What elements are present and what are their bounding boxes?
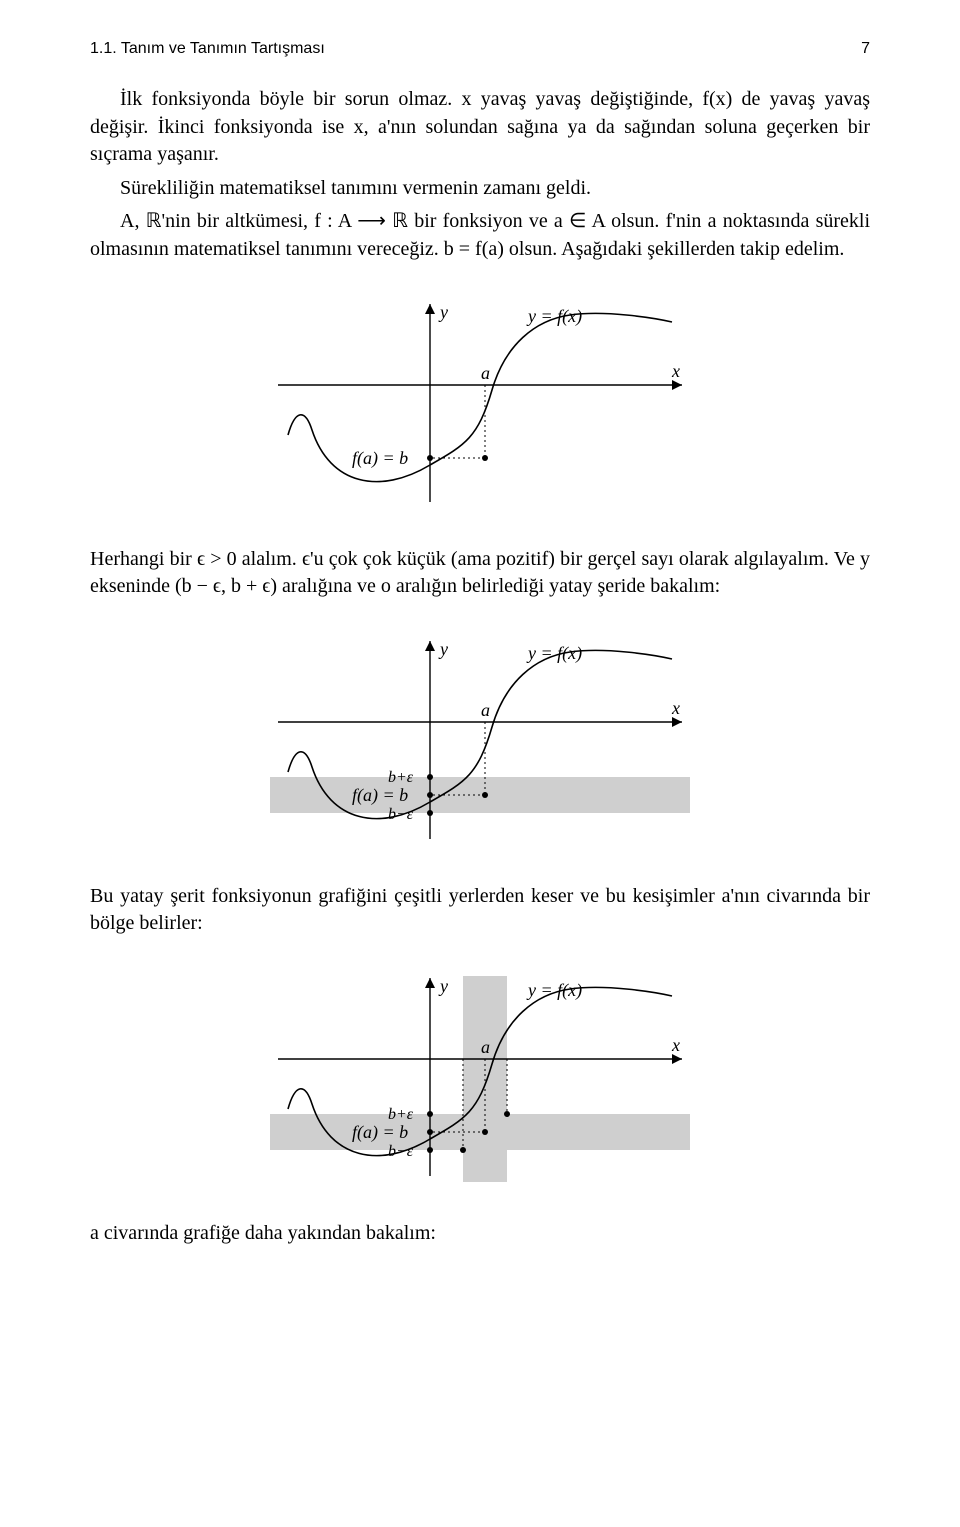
svg-text:y = f(x): y = f(x) (526, 306, 582, 327)
svg-text:y: y (438, 302, 448, 322)
paragraph-3: A, ℝ'nin bir altkümesi, f : A ⟶ ℝ bir fo… (90, 208, 870, 263)
svg-text:x: x (671, 1035, 680, 1055)
svg-text:x: x (671, 361, 680, 381)
svg-text:a: a (481, 363, 490, 383)
paragraph-6: a civarında grafiğe daha yakından bakalı… (90, 1220, 870, 1248)
svg-text:b−ε: b−ε (388, 1143, 414, 1160)
section-header: 1.1. Tanım ve Tanımın Tartışması (90, 40, 325, 58)
svg-text:b+ε: b+ε (388, 1106, 414, 1123)
svg-text:y: y (438, 976, 448, 996)
svg-text:a: a (481, 1037, 490, 1057)
figure-1: y x a y = f(x) f(a) = b (260, 290, 700, 520)
svg-text:f(a) = b: f(a) = b (352, 785, 408, 806)
svg-text:y = f(x): y = f(x) (526, 980, 582, 1001)
svg-text:y = f(x): y = f(x) (526, 643, 582, 664)
page-number: 7 (861, 40, 870, 58)
paragraph-4: Herhangi bir ϵ > 0 alalım. ϵ'u çok çok k… (90, 546, 870, 601)
svg-text:a: a (481, 700, 490, 720)
svg-text:b+ε: b+ε (388, 769, 414, 786)
svg-text:b−ε: b−ε (388, 806, 414, 823)
svg-text:x: x (671, 698, 680, 718)
svg-text:y: y (438, 639, 448, 659)
svg-text:f(a) = b: f(a) = b (352, 1122, 408, 1143)
figure-2: y x a y = f(x) f(a) = bb+ε b−ε (260, 627, 700, 857)
paragraph-5: Bu yatay şerit fonksiyonun grafiğini çeş… (90, 883, 870, 938)
paragraph-2: Sürekliliğin matematiksel tanımını verme… (90, 175, 870, 203)
svg-text:f(a) = b: f(a) = b (352, 448, 408, 469)
figure-3: y x a y = f(x) f(a) = bb+ε b−ε (260, 964, 700, 1194)
paragraph-1: İlk fonksiyonda böyle bir sorun olmaz. x… (90, 86, 870, 169)
